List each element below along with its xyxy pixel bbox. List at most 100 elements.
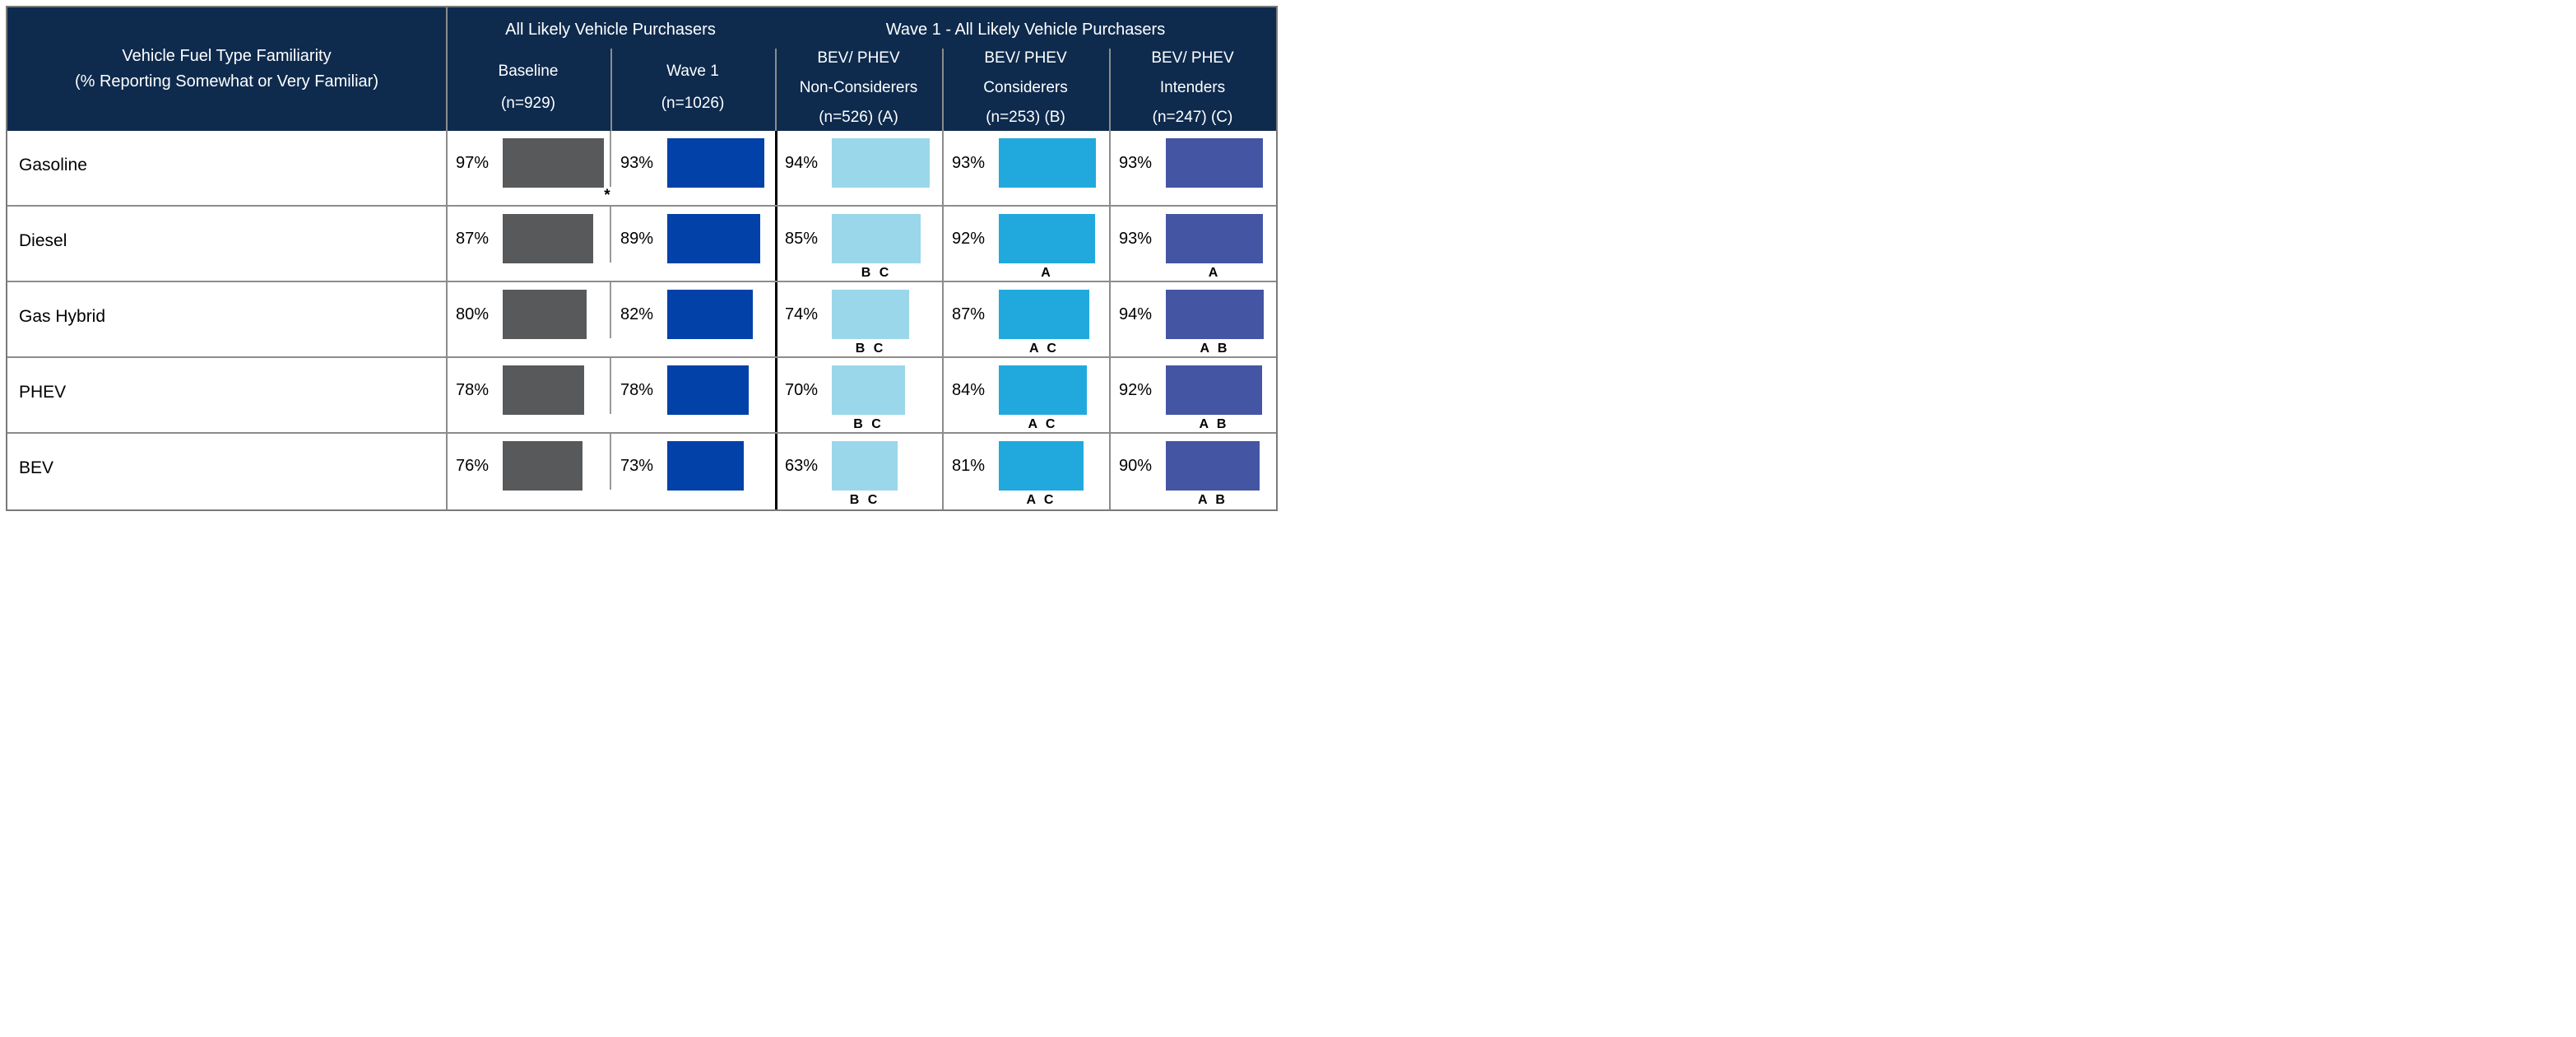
row-phev: PHEV 78% 78% 70% B C 84% A C 92% A B: [7, 358, 1276, 434]
bar-wave1: [667, 365, 749, 415]
significance-letters: A B: [1198, 493, 1228, 507]
bar-non-considerers: [832, 290, 909, 339]
col-divider-labels: [446, 7, 448, 509]
bar-considerers: [999, 214, 1095, 263]
col-divider-nonconsiderers-considerers: [942, 131, 944, 509]
column-header-line: (n=526) (A): [819, 108, 898, 126]
table-title-cell: Vehicle Fuel Type Familiarity (% Reporti…: [7, 7, 446, 131]
cell-divider-baseline-wave1: [610, 131, 611, 187]
significance-letters: B C: [849, 493, 880, 507]
familiarity-table: Vehicle Fuel Type Familiarity (% Reporti…: [6, 6, 1278, 511]
cell-non-considerers: 70% B C: [775, 358, 942, 434]
value-label: 73%: [620, 456, 654, 475]
value-label: 93%: [620, 153, 654, 172]
column-header-line: Considerers: [983, 78, 1068, 96]
cell-divider-baseline-wave1: [610, 207, 611, 263]
group-divider-black: [775, 131, 777, 509]
row-gasoline: Gasoline 97% 93% 94% 93% 93% *: [7, 131, 1276, 207]
cell-baseline: 80%: [446, 282, 610, 358]
bar-baseline: [503, 138, 604, 188]
cell-wave1: 89%: [610, 207, 775, 282]
cell-baseline: 78%: [446, 358, 610, 434]
cell-intenders: 90% A B: [1109, 434, 1276, 509]
significance-letters: B C: [853, 417, 884, 431]
row-label: PHEV: [19, 383, 67, 402]
value-label: 82%: [620, 305, 654, 323]
header-divider-nonconsiderers-considerers: [942, 49, 944, 131]
cell-baseline: 76%: [446, 434, 610, 509]
group-title-wave1-purchasers: Wave 1 - All Likely Vehicle Purchasers: [885, 20, 1166, 39]
significance-letters: A C: [1029, 342, 1059, 356]
cell-considerers: 81% A C: [942, 434, 1109, 509]
value-label: 93%: [951, 153, 986, 172]
cell-wave1: 78%: [610, 358, 775, 434]
row-gas-hybrid: Gas Hybrid 80% 82% 74% B C 87% A C 94% A B: [7, 282, 1276, 358]
value-label: 85%: [784, 229, 819, 248]
bar-intenders: [1166, 441, 1260, 491]
column-header-line: (n=247) (C): [1152, 108, 1233, 126]
row-bev: BEV 76% 73% 63% B C 81% A C 90% A B: [7, 434, 1276, 509]
bar-considerers: [999, 290, 1089, 339]
significance-letters: A B: [1200, 342, 1230, 356]
significance-letters: A C: [1026, 493, 1056, 507]
cell-considerers: 92% A: [942, 207, 1109, 282]
column-header-line: BEV/ PHEV: [817, 49, 900, 67]
value-label: 78%: [620, 380, 654, 399]
cell-considerers: 87% A C: [942, 282, 1109, 358]
row-label: Gas Hybrid: [19, 307, 106, 326]
bar-baseline: [503, 290, 587, 339]
cell-non-considerers: 94%: [775, 131, 942, 207]
value-label: 81%: [951, 456, 986, 475]
value-label: 70%: [784, 380, 819, 399]
significance-letters: A C: [1028, 417, 1058, 431]
row-label: Gasoline: [19, 156, 87, 174]
cell-wave1: 82%: [610, 282, 775, 358]
cell-baseline: 97%: [446, 131, 610, 207]
value-label: 63%: [784, 456, 819, 475]
cell-intenders: 92% A B: [1109, 358, 1276, 434]
cell-wave1: 93%: [610, 131, 775, 207]
bar-non-considerers: [832, 365, 905, 415]
value-label: 80%: [455, 305, 490, 323]
significance-letters: A: [1208, 266, 1221, 280]
bar-considerers: [999, 365, 1087, 415]
bar-considerers: [999, 138, 1096, 188]
row-label: BEV: [19, 458, 54, 477]
significance-asterisk: *: [604, 187, 610, 204]
value-label: 93%: [1118, 229, 1153, 248]
cell-wave1: 73%: [610, 434, 775, 509]
cell-divider-baseline-wave1: [610, 282, 611, 338]
significance-letters: A B: [1199, 417, 1229, 431]
bar-wave1: [667, 290, 753, 339]
bar-baseline: [503, 365, 584, 415]
row-divider-3: [7, 356, 1276, 358]
value-label: 92%: [951, 229, 986, 248]
significance-letters: B C: [861, 266, 892, 280]
value-label: 94%: [1118, 305, 1153, 323]
cell-non-considerers: 74% B C: [775, 282, 942, 358]
column-header-baseline: Baseline (n=929): [446, 44, 610, 131]
column-header-line: Wave 1: [666, 63, 719, 80]
row-diesel: Diesel 87% 89% 85% B C 92% A 93% A: [7, 207, 1276, 282]
column-header-line: (n=929): [500, 95, 556, 112]
bar-intenders: [1166, 214, 1263, 263]
column-header-line: (n=1026): [661, 95, 725, 112]
value-label: 90%: [1118, 456, 1153, 475]
value-label: 97%: [455, 153, 490, 172]
value-label: 89%: [620, 229, 654, 248]
value-label: 93%: [1118, 153, 1153, 172]
column-header-line: Intenders: [1159, 78, 1226, 96]
cell-intenders: 93%: [1109, 131, 1276, 207]
cell-considerers: 93%: [942, 131, 1109, 207]
significance-letters: A: [1041, 266, 1053, 280]
bar-wave1: [667, 214, 760, 263]
value-label: 87%: [455, 229, 490, 248]
row-divider-1: [7, 205, 1276, 207]
column-header-line: BEV/ PHEV: [984, 49, 1067, 67]
cell-non-considerers: 63% B C: [775, 434, 942, 509]
cell-intenders: 94% A B: [1109, 282, 1276, 358]
bar-non-considerers: [832, 214, 921, 263]
slide-canvas: Vehicle Fuel Type Familiarity (% Reporti…: [0, 0, 1288, 518]
column-header-line: (n=253) (B): [986, 108, 1065, 126]
bar-wave1: [667, 441, 744, 491]
